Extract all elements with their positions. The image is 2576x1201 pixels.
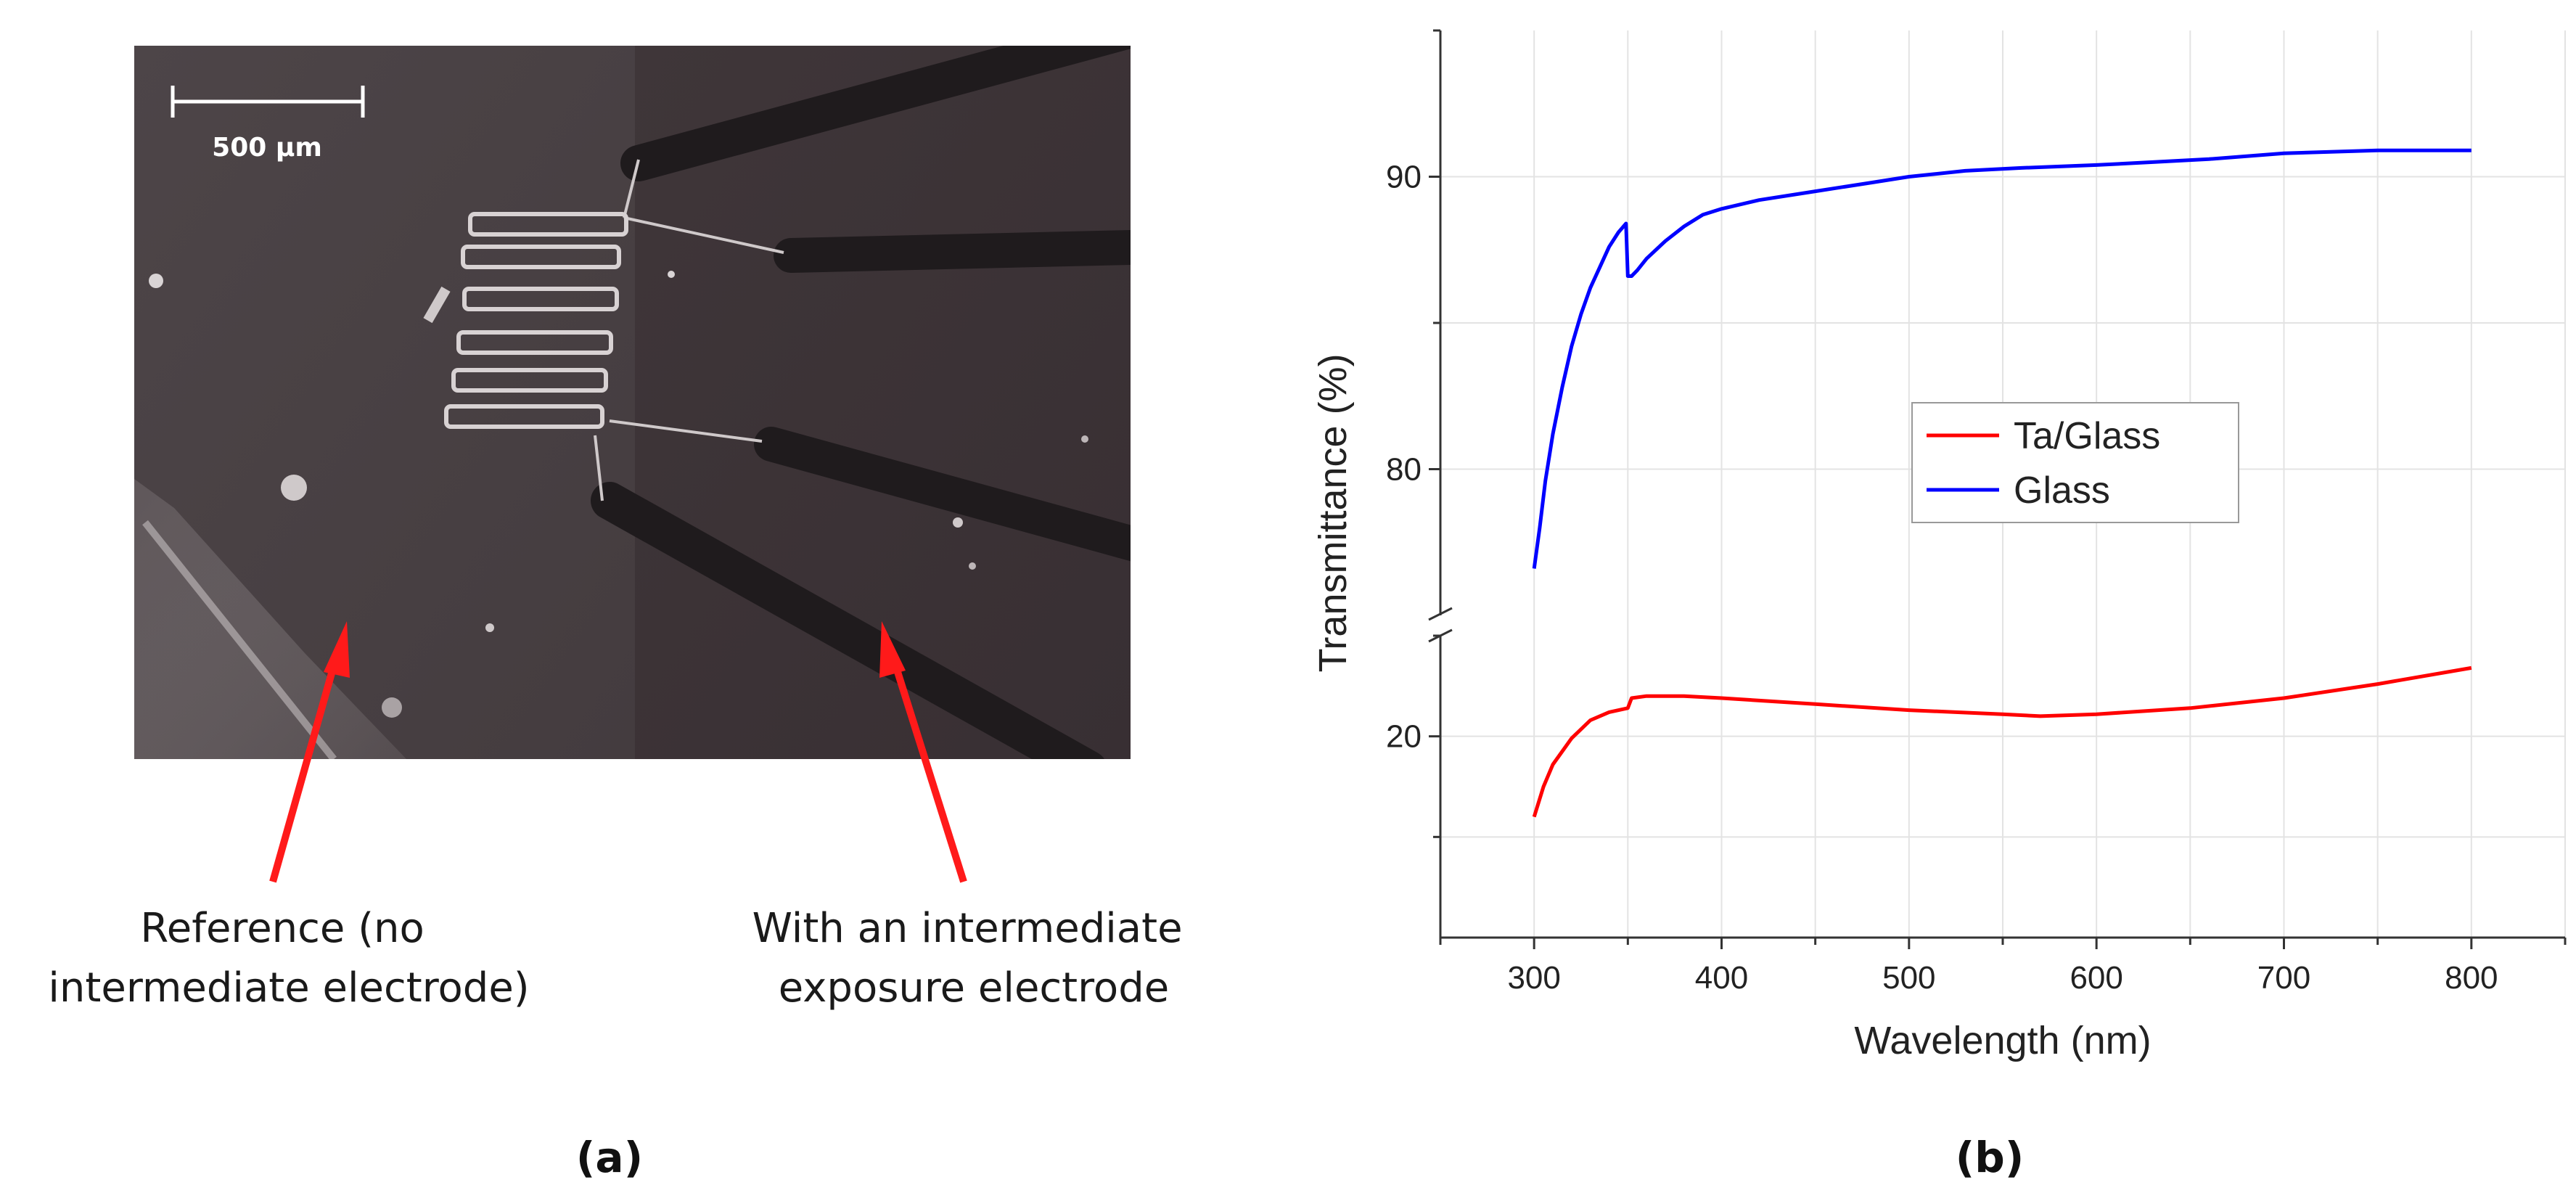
chart-axes — [1428, 29, 2567, 949]
arrow-intermediate — [879, 621, 967, 883]
legend-label-ta-glass: Ta/Glass — [2014, 415, 2160, 457]
chart-legend: Ta/Glass Glass — [1911, 402, 2239, 523]
micrograph-panel: 500 µm — [134, 46, 1131, 759]
legend-box — [1911, 402, 2239, 523]
legend-label-glass: Glass — [2014, 470, 2110, 512]
annotation-intermediate-line2: exposure electrode — [779, 964, 1169, 1012]
chart-series — [1532, 148, 2472, 818]
chart-grid — [1440, 30, 2566, 938]
y-tick-label: 80 — [1386, 452, 1422, 488]
comb-structure — [444, 212, 628, 429]
x-tick-label: 700 — [2257, 960, 2310, 996]
x-axis-title: Wavelength (nm) — [1854, 1019, 2151, 1062]
arrow-reference — [269, 621, 350, 883]
x-tick-label: 500 — [1882, 960, 1935, 996]
x-tick-label: 400 — [1695, 960, 1748, 996]
electrode-stripes — [591, 46, 1131, 759]
annotation-intermediate: With an intermediate exposure electrode — [752, 905, 1196, 1012]
x-tick-label: 300 — [1507, 960, 1560, 996]
x-tick-label: 600 — [2070, 960, 2122, 996]
y-axis-title: Transmittance (%) — [1311, 353, 1355, 672]
y-axis-break-mark — [1428, 607, 1453, 621]
panel-label-b: (b) — [1956, 1133, 2025, 1182]
transmittance-chart: 300 400 500 600 700 800 20 80 90 Wavelength (nm)… — [1311, 29, 2567, 1062]
scale-bar — [171, 86, 365, 118]
series-line-ta-glass — [1532, 665, 2472, 818]
annotation-intermediate-line1: With an intermediate — [752, 905, 1183, 952]
panel-label-a: (a) — [576, 1133, 643, 1182]
x-tick-label: 800 — [2445, 960, 2498, 996]
chart-tick-labels: 300 400 500 600 700 800 20 80 90 — [1386, 160, 2498, 996]
y-tick-label: 20 — [1386, 719, 1422, 755]
annotation-reference: Reference (no intermediate electrode) — [48, 905, 529, 1012]
series-line-glass — [1532, 148, 2472, 569]
annotation-reference-line2: intermediate electrode) — [48, 964, 529, 1012]
y-tick-label: 90 — [1386, 160, 1422, 195]
scale-bar-label: 500 µm — [212, 133, 322, 163]
annotation-reference-line1: Reference (no — [140, 905, 424, 952]
